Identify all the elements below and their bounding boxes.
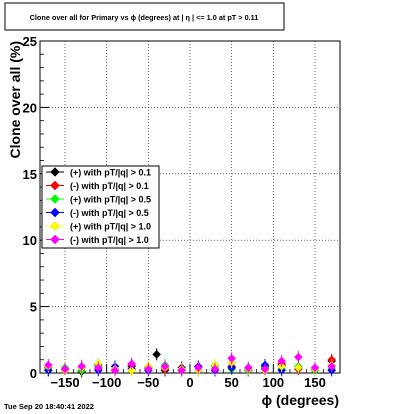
legend-marker [50, 194, 60, 204]
data-markers [43, 348, 337, 378]
x-tick-label: −150 [50, 375, 79, 390]
x-axis-ticks: −150 −100 −50 0 50 100 150 [39, 364, 341, 390]
data-point [127, 359, 137, 369]
title-box: Clone over all for Primary vs ϕ (degrees… [4, 2, 285, 31]
legend-marker [50, 180, 60, 191]
legend-label: (-) with pT/|q| > 0.1 [70, 181, 149, 191]
plot-area: −150 −100 −50 0 50 100 150 0 5 10 15 20 25 [23, 34, 341, 390]
data-point [177, 365, 187, 375]
legend-marker [50, 207, 60, 218]
chart-title: Clone over all for Primary vs ϕ (degrees… [30, 13, 259, 22]
data-point [293, 352, 303, 362]
data-point [210, 364, 220, 374]
x-tick-label: 150 [304, 375, 326, 390]
x-tick-label: 100 [262, 375, 284, 390]
legend-entry: (+) with pT/|q| > 0.5 [46, 194, 151, 205]
data-point [60, 364, 70, 374]
legend-label: (+) with pT/|q| > 0.1 [70, 168, 151, 178]
legend-entries: (+) with pT/|q| > 0.1 (-) with pT/|q| > 0… [46, 167, 151, 245]
legend-entry: (-) with pT/|q| > 0.5 [46, 207, 149, 218]
legend-marker [50, 234, 60, 245]
legend: (+) with pT/|q| > 0.1 (-) with pT/|q| > 0… [41, 165, 160, 249]
legend-entry: (+) with pT/|q| > 0.1 [46, 167, 151, 178]
legend-frame [41, 165, 160, 249]
data-point [43, 360, 53, 370]
data-point [143, 364, 153, 374]
legend-marker [50, 221, 60, 231]
data-point [227, 354, 237, 363]
legend-entry: (-) with pT/|q| > 1.0 [46, 234, 149, 245]
data-point [310, 363, 320, 373]
legend-label: (+) with pT/|q| > 1.0 [70, 222, 151, 232]
legend-label: (+) with pT/|q| > 0.5 [70, 195, 151, 205]
y-tick-label: 20 [23, 100, 37, 115]
data-point [160, 362, 170, 371]
y-tick-label: 5 [30, 300, 37, 315]
legend-entry: (-) with pT/|q| > 0.1 [46, 180, 149, 191]
y-tick-label: 10 [23, 233, 37, 248]
x-tick-label: 0 [186, 375, 193, 390]
legend-entry: (+) with pT/|q| > 1.0 [46, 221, 151, 232]
title-box-frame [4, 2, 285, 31]
legend-marker [50, 167, 60, 177]
data-point [327, 362, 337, 371]
data-point [243, 363, 253, 373]
series-6 [43, 351, 337, 377]
y-tick-label: 25 [23, 34, 37, 49]
data-point [260, 364, 270, 374]
x-tick-label: −50 [137, 375, 159, 390]
timestamp: Tue Sep 20 18:40:41 2022 [4, 402, 94, 411]
grid-lines [40, 41, 340, 373]
x-tick-label: 50 [224, 375, 238, 390]
data-point [193, 363, 203, 373]
y-tick-label: 15 [23, 167, 37, 182]
data-point [293, 363, 303, 373]
y-tick-label: 0 [30, 366, 37, 381]
x-axis-label: ϕ (degrees) [262, 392, 339, 408]
x-tick-label: −100 [92, 375, 121, 390]
data-point [77, 362, 87, 371]
data-point [277, 356, 287, 366]
data-point [110, 365, 120, 375]
data-point [152, 350, 162, 359]
y-axis-label: Clone over all (%) [7, 41, 23, 158]
data-point [127, 365, 137, 375]
data-point [93, 363, 103, 373]
legend-label: (-) with pT/|q| > 0.5 [70, 208, 149, 218]
y-axis-ticks: 0 5 10 15 20 25 [23, 34, 49, 381]
legend-label: (-) with pT/|q| > 1.0 [70, 235, 149, 245]
